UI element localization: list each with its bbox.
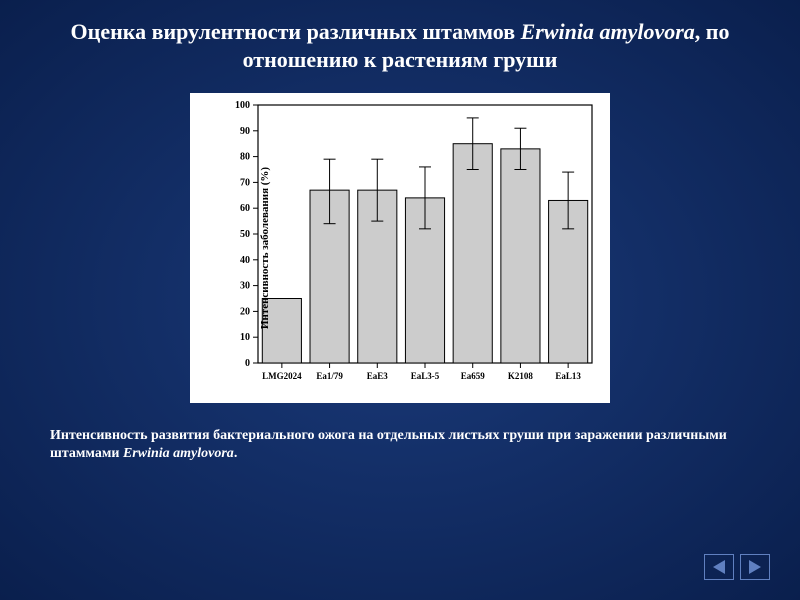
svg-text:EaE3: EaE3 (367, 371, 389, 381)
svg-text:50: 50 (240, 229, 250, 240)
svg-text:60: 60 (240, 203, 250, 214)
title-part-1: Оценка вирулентности различных штаммов (71, 19, 521, 44)
svg-text:0: 0 (245, 358, 250, 369)
caption-tail: . (234, 446, 238, 461)
svg-text:70: 70 (240, 177, 250, 188)
caption-italic: Erwinia amylovora (123, 446, 234, 461)
svg-text:K2108: K2108 (508, 371, 534, 381)
chevron-left-icon (713, 560, 725, 574)
bar-chart: Интенсивность заболевания (%) 0 10 20 30 40 5… (190, 93, 610, 403)
prev-button[interactable] (704, 554, 734, 580)
svg-text:EaL13: EaL13 (555, 371, 581, 381)
svg-text:40: 40 (240, 255, 250, 266)
svg-text:Ea1/79: Ea1/79 (316, 371, 343, 381)
chart-svg: 0 10 20 30 40 50 60 70 80 90 100 LMG2024 Ea1/79 EaE3 E… (190, 93, 610, 403)
svg-text:Ea659: Ea659 (461, 371, 486, 381)
svg-text:90: 90 (240, 126, 250, 137)
svg-text:80: 80 (240, 152, 250, 163)
y-axis-label: Интенсивность заболевания (%) (259, 167, 271, 329)
svg-text:10: 10 (240, 332, 250, 343)
figure-caption: Интенсивность развития бактериального ож… (0, 403, 800, 463)
nav-controls (704, 554, 770, 580)
next-button[interactable] (740, 554, 770, 580)
svg-text:100: 100 (235, 100, 250, 111)
svg-text:LMG2024: LMG2024 (262, 371, 302, 381)
chevron-right-icon (749, 560, 761, 574)
title-italic: Erwinia amylovora (521, 19, 695, 44)
svg-text:20: 20 (240, 306, 250, 317)
svg-text:30: 30 (240, 281, 250, 292)
slide-title: Оценка вирулентности различных штаммов E… (0, 0, 800, 81)
slide: Оценка вирулентности различных штаммов E… (0, 0, 800, 600)
svg-text:EaL3-5: EaL3-5 (411, 371, 440, 381)
